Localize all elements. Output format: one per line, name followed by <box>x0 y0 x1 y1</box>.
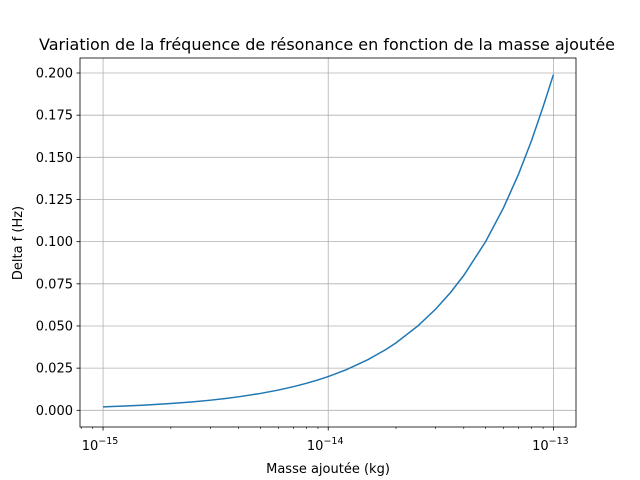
y-tick-label: 0.175 <box>36 109 73 124</box>
x-tick-label-exponent: −14 <box>323 436 343 447</box>
y-tick-label: 0.150 <box>36 151 73 166</box>
x-tick-label-base: 10 <box>532 439 549 454</box>
x-tick-label-exponent: −15 <box>98 436 118 447</box>
x-tick-label: 10−13 <box>532 436 569 454</box>
x-axis-title: Masse ajoutée (kg) <box>266 462 390 477</box>
y-tick-label: 0.100 <box>36 235 73 250</box>
x-axis: 10−15 10−14 10−13 <box>80 427 569 454</box>
x-tick-label-base: 10 <box>82 439 99 454</box>
y-axis-title: Delta f (Hz) <box>11 206 26 280</box>
chart-title: Variation de la fréquence de résonance e… <box>39 35 615 54</box>
grid-lines <box>80 58 576 427</box>
x-tick-label: 10−15 <box>82 436 119 454</box>
y-tick-label: 0.075 <box>36 277 73 292</box>
y-tick-label: 0.000 <box>36 404 73 419</box>
x-tick-label-exponent: −13 <box>549 436 569 447</box>
y-tick-label: 0.050 <box>36 319 73 334</box>
y-tick-label: 0.200 <box>36 67 73 82</box>
series-line <box>103 74 555 408</box>
x-tick-label-base: 10 <box>307 439 324 454</box>
y-tick-label: 0.125 <box>36 193 73 208</box>
x-tick-label: 10−14 <box>307 436 344 454</box>
y-tick-label: 0.025 <box>36 362 73 377</box>
y-axis: 0.000 0.025 0.050 0.075 0.100 0.125 0.150 0.175… <box>36 67 80 419</box>
